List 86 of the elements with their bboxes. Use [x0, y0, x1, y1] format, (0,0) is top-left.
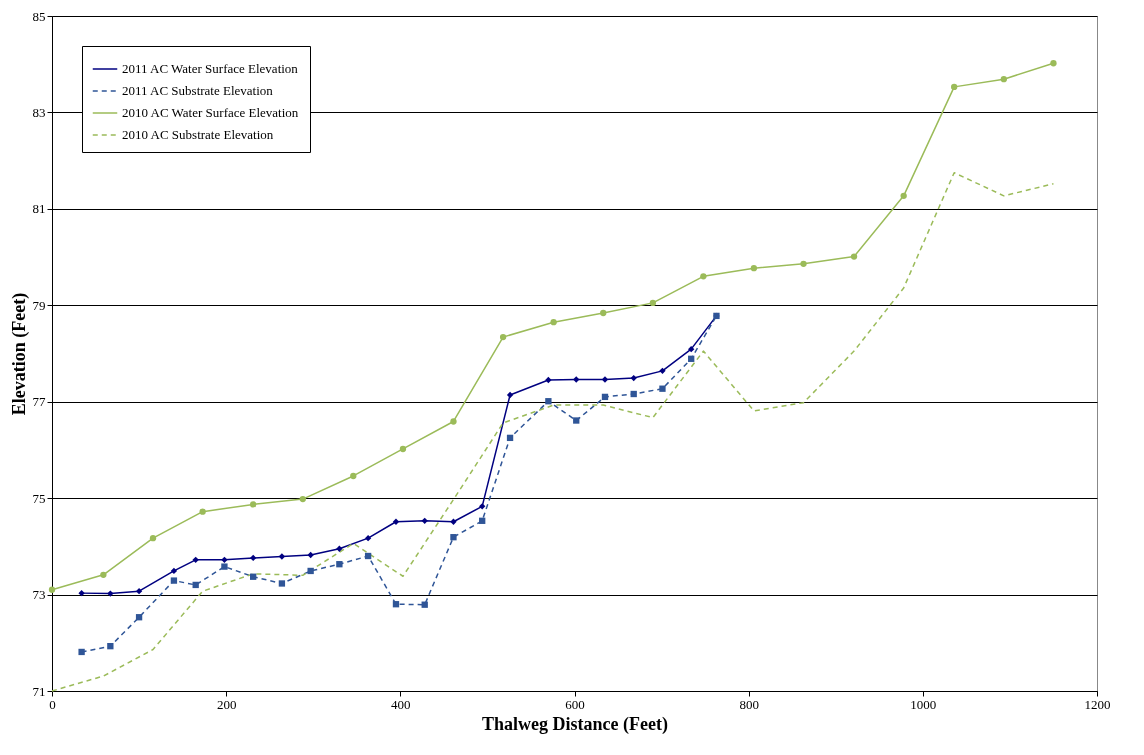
point [545, 398, 552, 405]
x-tick-label: 1000 [910, 696, 937, 712]
y-tick-label: 79 [32, 297, 46, 313]
point [506, 434, 514, 442]
point [600, 309, 607, 317]
point [1050, 60, 1057, 67]
point [479, 517, 486, 524]
point [900, 192, 907, 199]
point [221, 556, 228, 564]
point [299, 495, 306, 503]
point [630, 390, 637, 398]
y-tick-label: 73 [32, 587, 46, 603]
point [199, 508, 206, 515]
point [350, 472, 357, 480]
point [630, 374, 637, 382]
point [250, 573, 257, 580]
point [135, 614, 143, 621]
point [688, 355, 695, 362]
point [688, 346, 695, 353]
point [1000, 76, 1007, 83]
point [278, 580, 286, 587]
point [601, 393, 609, 401]
point [573, 417, 580, 424]
point [392, 518, 400, 525]
legend-label: 2011 AC Water Surface Elevation [122, 61, 299, 76]
x-axis-title: Thalweg Distance (Feet) [482, 713, 668, 735]
point [336, 545, 343, 552]
point [750, 265, 758, 272]
point [800, 260, 807, 267]
point [450, 534, 457, 541]
y-tick-label: 81 [32, 201, 46, 217]
point [107, 643, 114, 650]
x-tick-label: 1200 [1084, 696, 1111, 712]
point [550, 319, 557, 326]
point [499, 333, 507, 341]
point [364, 552, 372, 560]
point [649, 299, 657, 307]
point [278, 553, 286, 560]
point [951, 83, 958, 91]
point [545, 376, 552, 384]
y-tick-label: 83 [32, 104, 46, 120]
point [364, 535, 372, 542]
y-tick-label: 85 [32, 8, 46, 24]
point [421, 601, 428, 608]
point [307, 551, 314, 559]
y-tick-label: 77 [32, 394, 46, 410]
point [450, 418, 457, 425]
point [506, 391, 514, 399]
point [700, 273, 707, 280]
point [573, 376, 580, 383]
point [78, 648, 85, 656]
point [336, 561, 343, 568]
point [78, 589, 85, 597]
point [601, 376, 609, 383]
point [170, 577, 178, 584]
point [450, 518, 457, 525]
line-series [51, 171, 1055, 692]
point [399, 445, 407, 453]
legend-label: 2010 AC Substrate Elevation [122, 127, 274, 142]
x-tick-label: 600 [565, 696, 585, 712]
point [192, 581, 199, 589]
legend-label: 2010 AC Water Surface Elevation [122, 105, 299, 120]
x-tick-label: 400 [391, 696, 411, 712]
point [221, 563, 228, 570]
y-tick-label: 71 [32, 683, 46, 699]
point [170, 567, 178, 575]
x-tick-label: 800 [739, 696, 759, 712]
point [392, 601, 400, 608]
x-tick-label: 200 [216, 696, 237, 712]
point [421, 517, 428, 524]
y-tick-label: 75 [32, 490, 46, 506]
point [100, 571, 107, 578]
point [250, 501, 257, 508]
x-tick-label: 0 [49, 696, 56, 712]
point [479, 503, 486, 510]
y-axis-title: Elevation (Feet) [8, 292, 30, 416]
point [135, 588, 143, 595]
point [659, 367, 666, 375]
point [250, 554, 257, 562]
point [307, 567, 314, 575]
point [149, 535, 157, 542]
point [107, 590, 114, 597]
point [192, 556, 199, 564]
legend-label: 2011 AC Substrate Elevation [122, 83, 274, 98]
point [659, 385, 666, 392]
point [850, 253, 858, 260]
